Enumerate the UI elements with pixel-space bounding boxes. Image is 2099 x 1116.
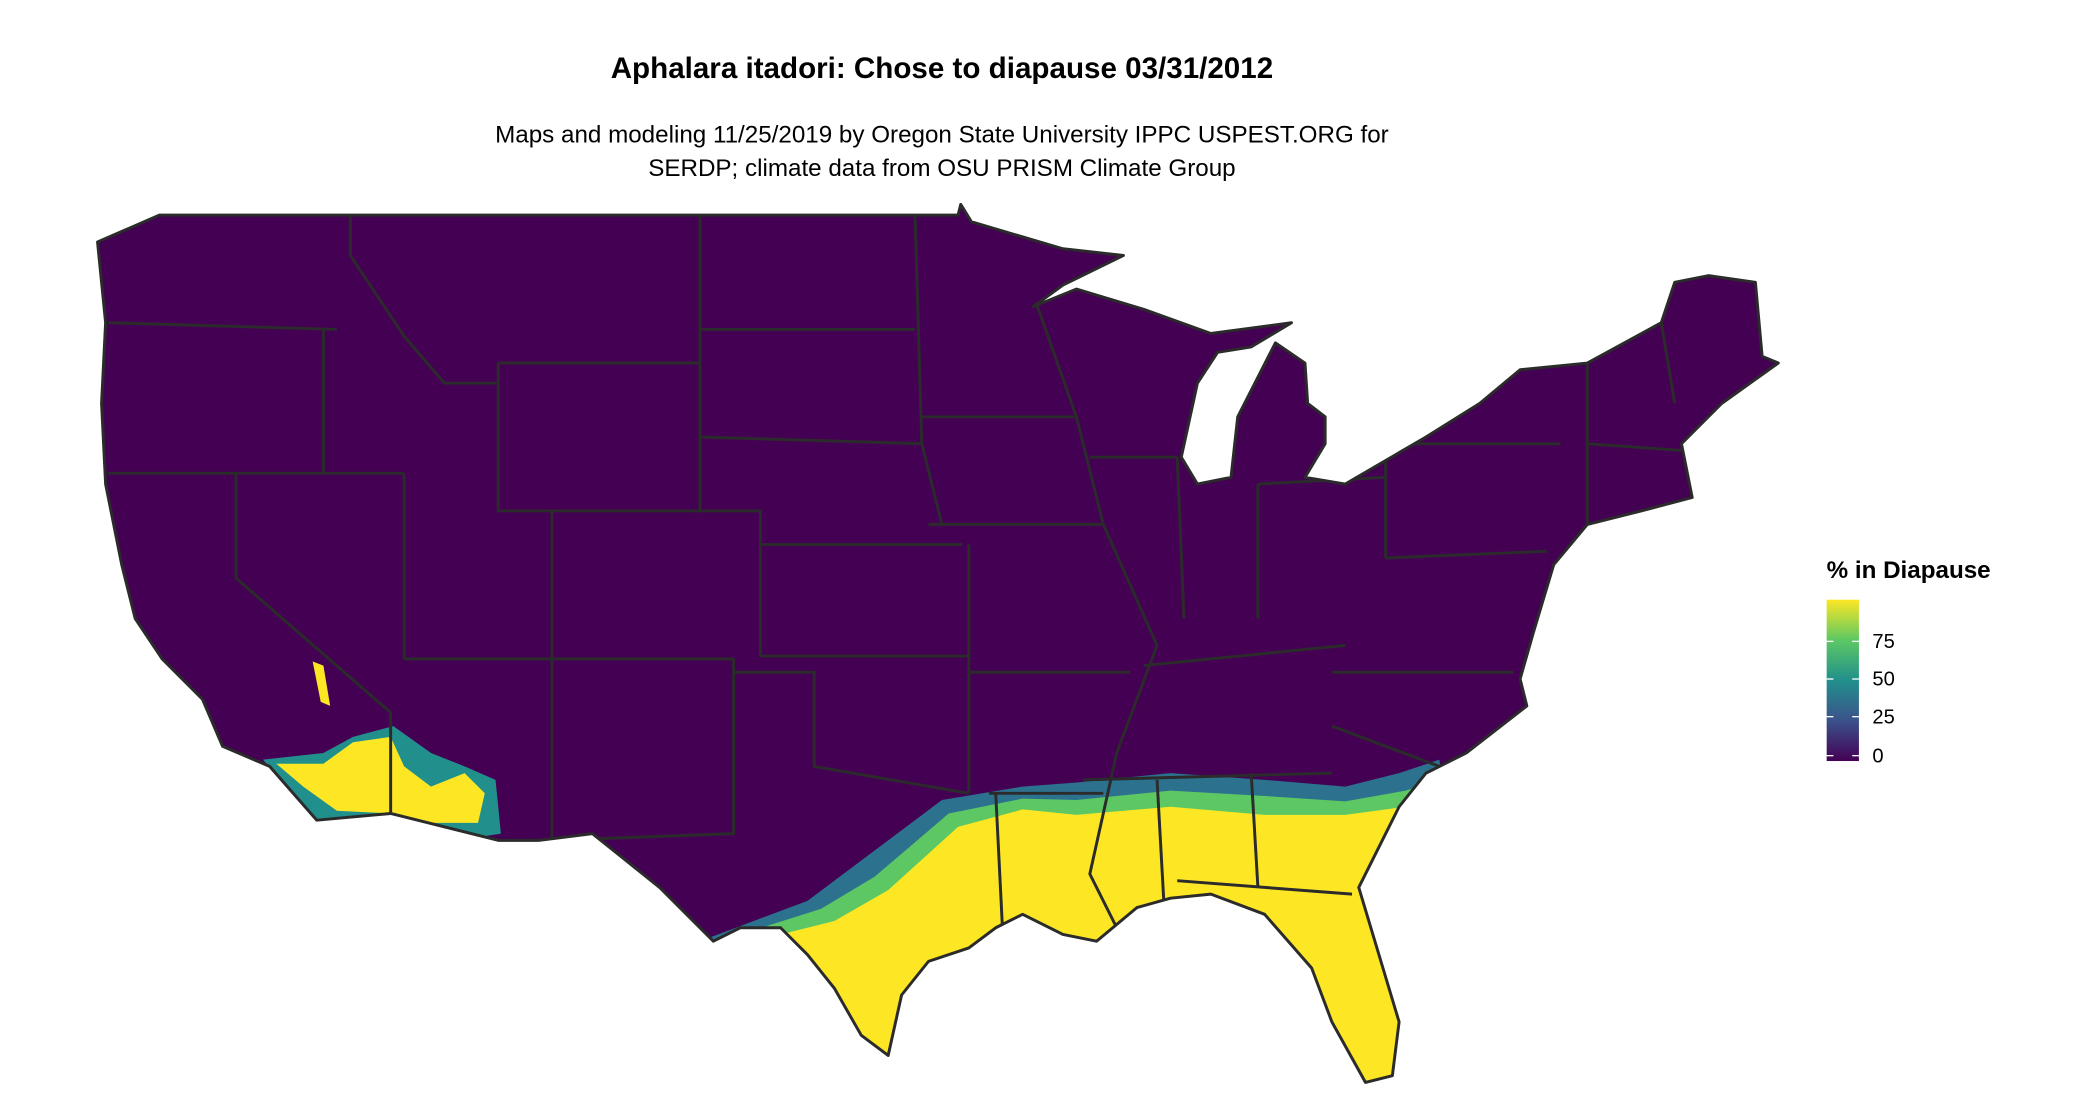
map-subtitle-line2: SERDP; climate data from OSU PRISM Clima…: [648, 155, 1235, 182]
legend-colorbar: [1826, 599, 1859, 762]
legend-tick-marks: [1826, 640, 1859, 757]
legend-tick-0: 0: [1872, 745, 1883, 767]
legend-tick-25: 25: [1872, 706, 1894, 728]
owens-valley-high: [312, 661, 331, 706]
legend: % in Diapause 75 50 25 0: [1826, 557, 1991, 767]
legend-title: % in Diapause: [1827, 557, 1991, 584]
state-borders: [108, 215, 1682, 929]
us-map: [97, 204, 1779, 1083]
map-subtitle-line1: Maps and modeling 11/25/2019 by Oregon S…: [495, 122, 1389, 149]
southwest-high-diapause: [276, 736, 485, 823]
legend-tick-75: 75: [1872, 631, 1894, 653]
map-title: Aphalara itadori: Chose to diapause 03/3…: [611, 52, 1273, 85]
legend-tick-50: 50: [1872, 669, 1894, 691]
